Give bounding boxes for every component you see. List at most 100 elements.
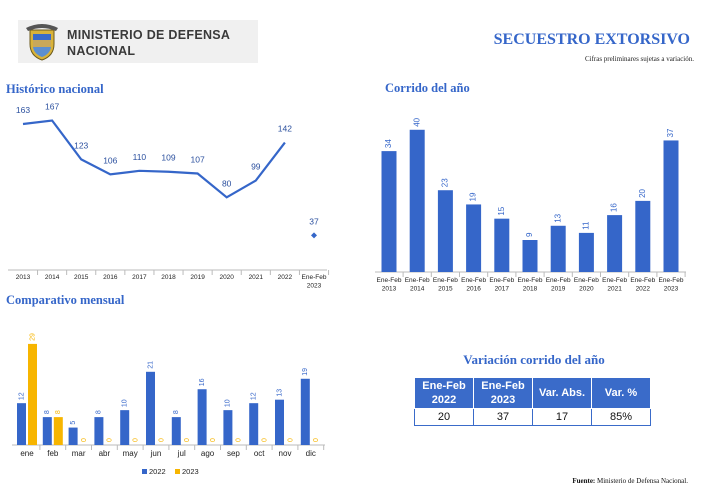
data-label: 0: [158, 438, 165, 442]
x-tick-label-line: Ene-Feb: [461, 277, 486, 284]
x-tick-label-line: 2019: [190, 274, 205, 281]
data-label: 0: [313, 438, 320, 442]
x-tick-label-line: 2015: [438, 286, 453, 293]
x-tick-label-line: 2013: [16, 274, 31, 281]
x-tick-label: 2014: [45, 274, 60, 281]
data-label: 107: [191, 154, 205, 164]
x-tick-label: ene: [20, 449, 34, 458]
table-title: Variación corrido del año: [463, 352, 605, 367]
data-label: 37: [666, 128, 675, 137]
table-cell: 37: [473, 408, 533, 426]
bar: [409, 129, 425, 272]
data-label: 12: [251, 392, 258, 400]
data-label: 0: [262, 438, 269, 442]
x-tick-label-line: 2018: [161, 274, 176, 281]
x-tick-label: 2017: [132, 274, 147, 281]
x-tick-label: Ene-Feb 2023: [302, 274, 327, 290]
x-tick-label-line: Ene-Feb: [630, 277, 655, 284]
x-tick-label: oct: [254, 449, 265, 458]
data-label: 16: [610, 203, 619, 212]
x-tick-label-line: may: [123, 449, 138, 458]
table-header: Var. Abs.: [532, 377, 592, 409]
data-label: 11: [582, 221, 591, 230]
data-label: 123: [74, 140, 88, 150]
data-label: 0: [81, 438, 88, 442]
x-tick-label: 2022: [278, 274, 293, 281]
table-header: Ene-Feb 2023: [473, 377, 533, 409]
bar: [17, 403, 26, 445]
x-tick-label: Ene-Feb 2021: [602, 277, 627, 293]
x-tick-label-line: oct: [254, 449, 265, 458]
x-tick-label-line: 2014: [45, 274, 60, 281]
page-subtitle: Cifras preliminares sujetas a variación.: [585, 55, 694, 63]
x-tick-label-line: nov: [279, 449, 292, 458]
data-label: 20: [638, 188, 647, 197]
header-box: MINISTERIO DE DEFENSA NACIONAL: [18, 20, 258, 63]
x-tick-label-line: Ene-Feb: [602, 277, 627, 284]
bar: [223, 410, 233, 445]
x-tick-label-line: ene: [20, 449, 34, 458]
data-label: 10: [225, 399, 232, 407]
table-cell: 85%: [591, 408, 651, 426]
x-tick-label-line: 2021: [249, 274, 264, 281]
bar: [550, 225, 566, 272]
bar: [53, 417, 63, 445]
bar: [578, 232, 594, 272]
x-tick-label-line: 2016: [103, 274, 118, 281]
data-label: 9: [525, 232, 534, 237]
x-tick-label-line: 2023: [664, 286, 679, 293]
x-tick-label: may: [123, 449, 138, 458]
x-tick-label-line: Ene-Feb: [518, 277, 543, 284]
data-label: 19: [302, 368, 309, 376]
data-label: 13: [553, 213, 562, 222]
data-label: 34: [384, 139, 393, 148]
x-tick-label: 2013: [16, 274, 31, 281]
x-tick-label-line: 2017: [495, 286, 510, 293]
bar: [522, 240, 538, 272]
x-tick-label: jul: [177, 449, 186, 458]
data-label: 167: [45, 101, 59, 111]
x-tick-label: dic: [306, 449, 316, 458]
data-label: 5: [70, 421, 77, 425]
x-tick-label: Ene-Feb 2022: [630, 277, 655, 293]
x-tick-label-line: dic: [306, 449, 316, 458]
x-tick-label-line: feb: [47, 449, 59, 458]
bar: [249, 403, 259, 445]
data-label: 0: [287, 438, 294, 442]
line: [22, 119, 286, 199]
x-tick-label: Ene-Feb 2023: [659, 277, 684, 293]
data-label: 0: [236, 438, 243, 442]
footer-label: Fuente:: [572, 477, 596, 485]
summary-table: Ene-Feb 2022 Ene-Feb 2023 Var. Abs. Var.…: [414, 377, 651, 426]
table-cell: 20: [414, 408, 474, 426]
bar: [466, 204, 482, 272]
x-tick-label-line: 2021: [607, 286, 622, 293]
data-label: 21: [147, 361, 154, 369]
bar: [607, 215, 623, 272]
x-tick-label: 2018: [161, 274, 176, 281]
bar: [171, 417, 181, 445]
x-tick-label: mar: [72, 449, 86, 458]
x-tick-label: feb: [47, 449, 59, 458]
x-tick-label-line: Ene-Feb: [659, 277, 684, 284]
data-label: 23: [441, 178, 450, 187]
x-tick-label-line: 2016: [466, 286, 481, 293]
data-label: 163: [16, 105, 30, 115]
x-tick-label: Ene-Feb 2018: [518, 277, 543, 293]
chart-title: Histórico nacional: [6, 82, 104, 96]
x-tick-label: Ene-Feb 2015: [433, 277, 458, 293]
x-tick-label-line: Ene-Feb: [489, 277, 514, 284]
ministry-name: MINISTERIO DE DEFENSA NACIONAL: [67, 28, 230, 58]
x-tick-label: Ene-Feb 2019: [546, 277, 571, 293]
x-tick-label-line: Ene-Feb: [302, 274, 327, 281]
x-tick-label: 2021: [249, 274, 264, 281]
logo: [26, 24, 58, 61]
legend-label: 2022: [149, 467, 166, 476]
bar: [68, 427, 78, 445]
x-tick-label-line: jun: [150, 449, 162, 458]
bar: [300, 378, 310, 445]
data-label: 40: [412, 117, 421, 126]
bar: [275, 399, 284, 445]
bar: [663, 140, 679, 272]
